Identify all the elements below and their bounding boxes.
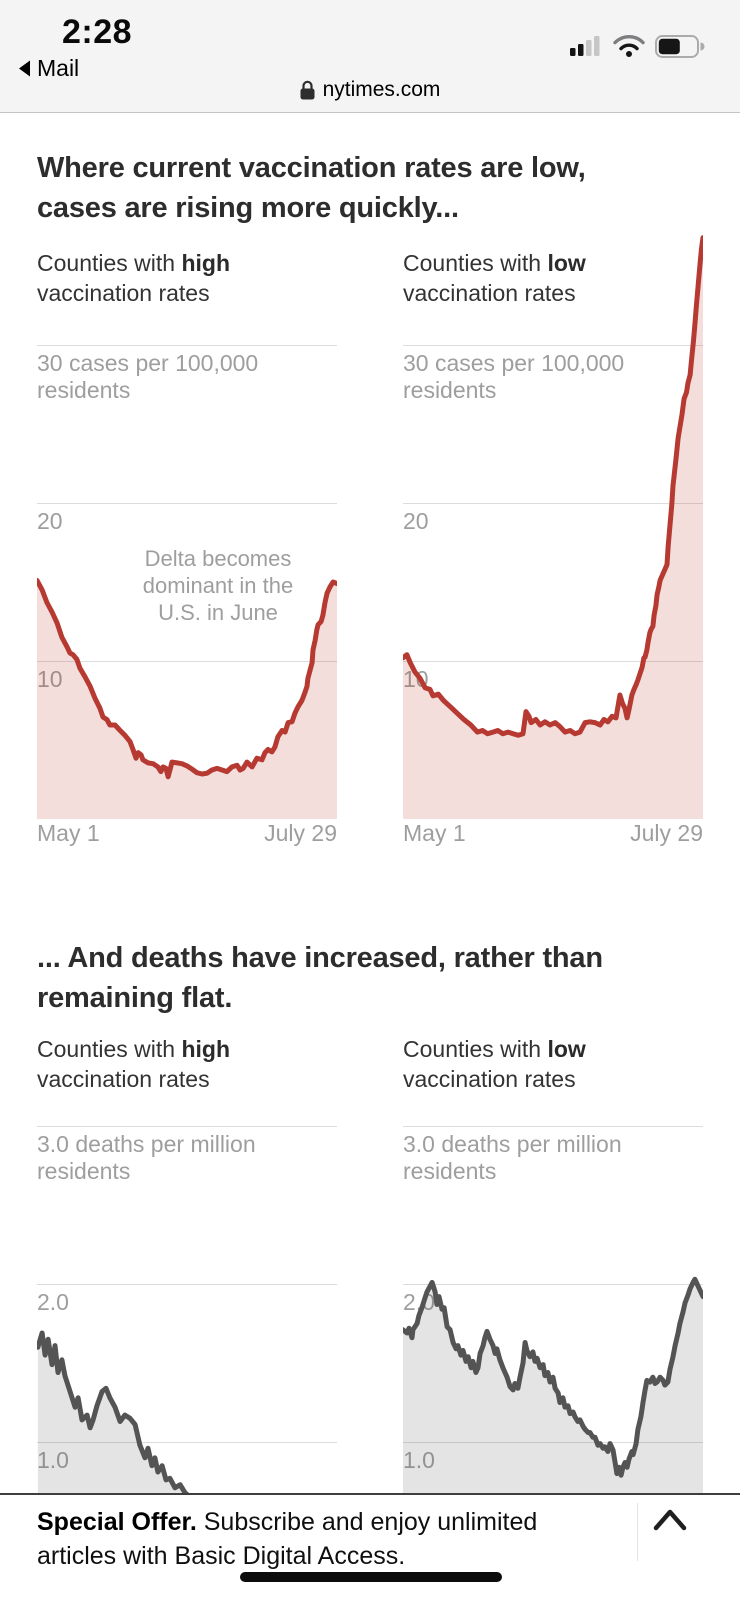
back-button-label: Mail (37, 55, 80, 81)
banner-expand-button[interactable] (650, 1505, 698, 1551)
y-axis-label: 30 cases per 100,000 residents (403, 350, 625, 403)
y-axis-label: 2.0 (37, 1289, 69, 1315)
back-to-mail-button[interactable]: Mail (18, 55, 79, 82)
address-bar[interactable]: nytimes.com (0, 78, 740, 105)
offer-text-bold: Special Offer. (37, 1508, 197, 1536)
home-indicator[interactable] (240, 1572, 502, 1582)
gridline (403, 345, 703, 346)
y-axis-label: 20 (403, 508, 429, 534)
url-text: nytimes.com (322, 78, 441, 101)
y-axis-label: 30 cases per 100,000 residents (37, 350, 259, 403)
section1-headline: Where current vaccination rates are low,… (37, 152, 586, 224)
gridline (403, 503, 703, 504)
banner-divider (637, 1503, 638, 1561)
cases-low-vax-chart (403, 235, 703, 819)
chart-title-deaths-high: Counties with high vaccination rates (37, 1036, 231, 1092)
gridline (37, 661, 337, 662)
deaths-low-vax-chart (403, 1276, 703, 1494)
gridline (403, 1284, 703, 1285)
trend-line (403, 235, 703, 738)
y-axis-label: 20 (37, 508, 63, 534)
lock-icon (300, 80, 315, 100)
chart-annotation: Delta becomes dominant in the U.S. in Ju… (142, 546, 294, 625)
safari-top-chrome: 2:28 Mail ny (0, 0, 740, 113)
x-axis-label: May 1 (403, 820, 466, 846)
gridline (37, 1284, 337, 1285)
trend-line (37, 577, 337, 780)
x-axis-label: May 1 (37, 820, 100, 846)
chart-title-cases-low: Counties with low vaccination rates (403, 250, 586, 306)
y-axis-label: 3.0 deaths per million residents (403, 1131, 622, 1184)
y-axis-label: 10 (37, 666, 317, 693)
y-axis-label: 1.0 (37, 1447, 317, 1474)
deaths-high-vax-chart (37, 1330, 193, 1494)
offer-text-rest: Subscribe and enjoy unlimited articles w… (37, 1508, 538, 1570)
trend-line (37, 1330, 191, 1494)
area-fill (403, 237, 703, 819)
chart-title-deaths-low: Counties with low vaccination rates (403, 1036, 586, 1092)
gridline (403, 1126, 703, 1127)
x-axis-label: July 29 (630, 820, 703, 846)
trend-line (403, 1276, 703, 1478)
chart-title-cases-high: Counties with high vaccination rates (37, 250, 231, 306)
gridline (37, 1442, 337, 1443)
y-axis-label: 1.0 (403, 1447, 683, 1474)
gridline (37, 345, 337, 346)
wifi-icon (613, 35, 645, 57)
cases-high-vax-chart (37, 577, 337, 819)
subscribe-banner[interactable]: Special Offer. Subscribe and enjoy unlim… (0, 1493, 740, 1600)
chevron-up-icon (653, 1509, 687, 1531)
gridline (403, 1442, 703, 1443)
y-axis-label: 3.0 deaths per million residents (37, 1131, 256, 1184)
area-fill (37, 580, 337, 819)
gridline (403, 661, 703, 662)
gridline (37, 1126, 337, 1127)
back-triangle-icon (19, 60, 30, 77)
cellular-signal-icon (570, 36, 600, 56)
status-time: 2:28 (62, 13, 133, 51)
section2-headline: ... And deaths have increased, rather th… (37, 942, 603, 1014)
gridline (37, 503, 337, 504)
x-axis-label: July 29 (264, 820, 337, 846)
battery-icon (655, 35, 705, 58)
offer-text: Special Offer. Subscribe and enjoy unlim… (37, 1505, 612, 1573)
